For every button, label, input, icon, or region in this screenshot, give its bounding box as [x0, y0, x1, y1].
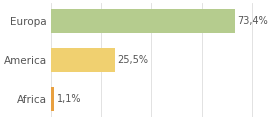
Text: 1,1%: 1,1%	[57, 94, 81, 104]
Bar	[52, 48, 115, 72]
Text: 73,4%: 73,4%	[237, 16, 268, 26]
Bar	[52, 9, 235, 33]
Bar	[52, 87, 54, 111]
Text: 25,5%: 25,5%	[118, 55, 149, 65]
